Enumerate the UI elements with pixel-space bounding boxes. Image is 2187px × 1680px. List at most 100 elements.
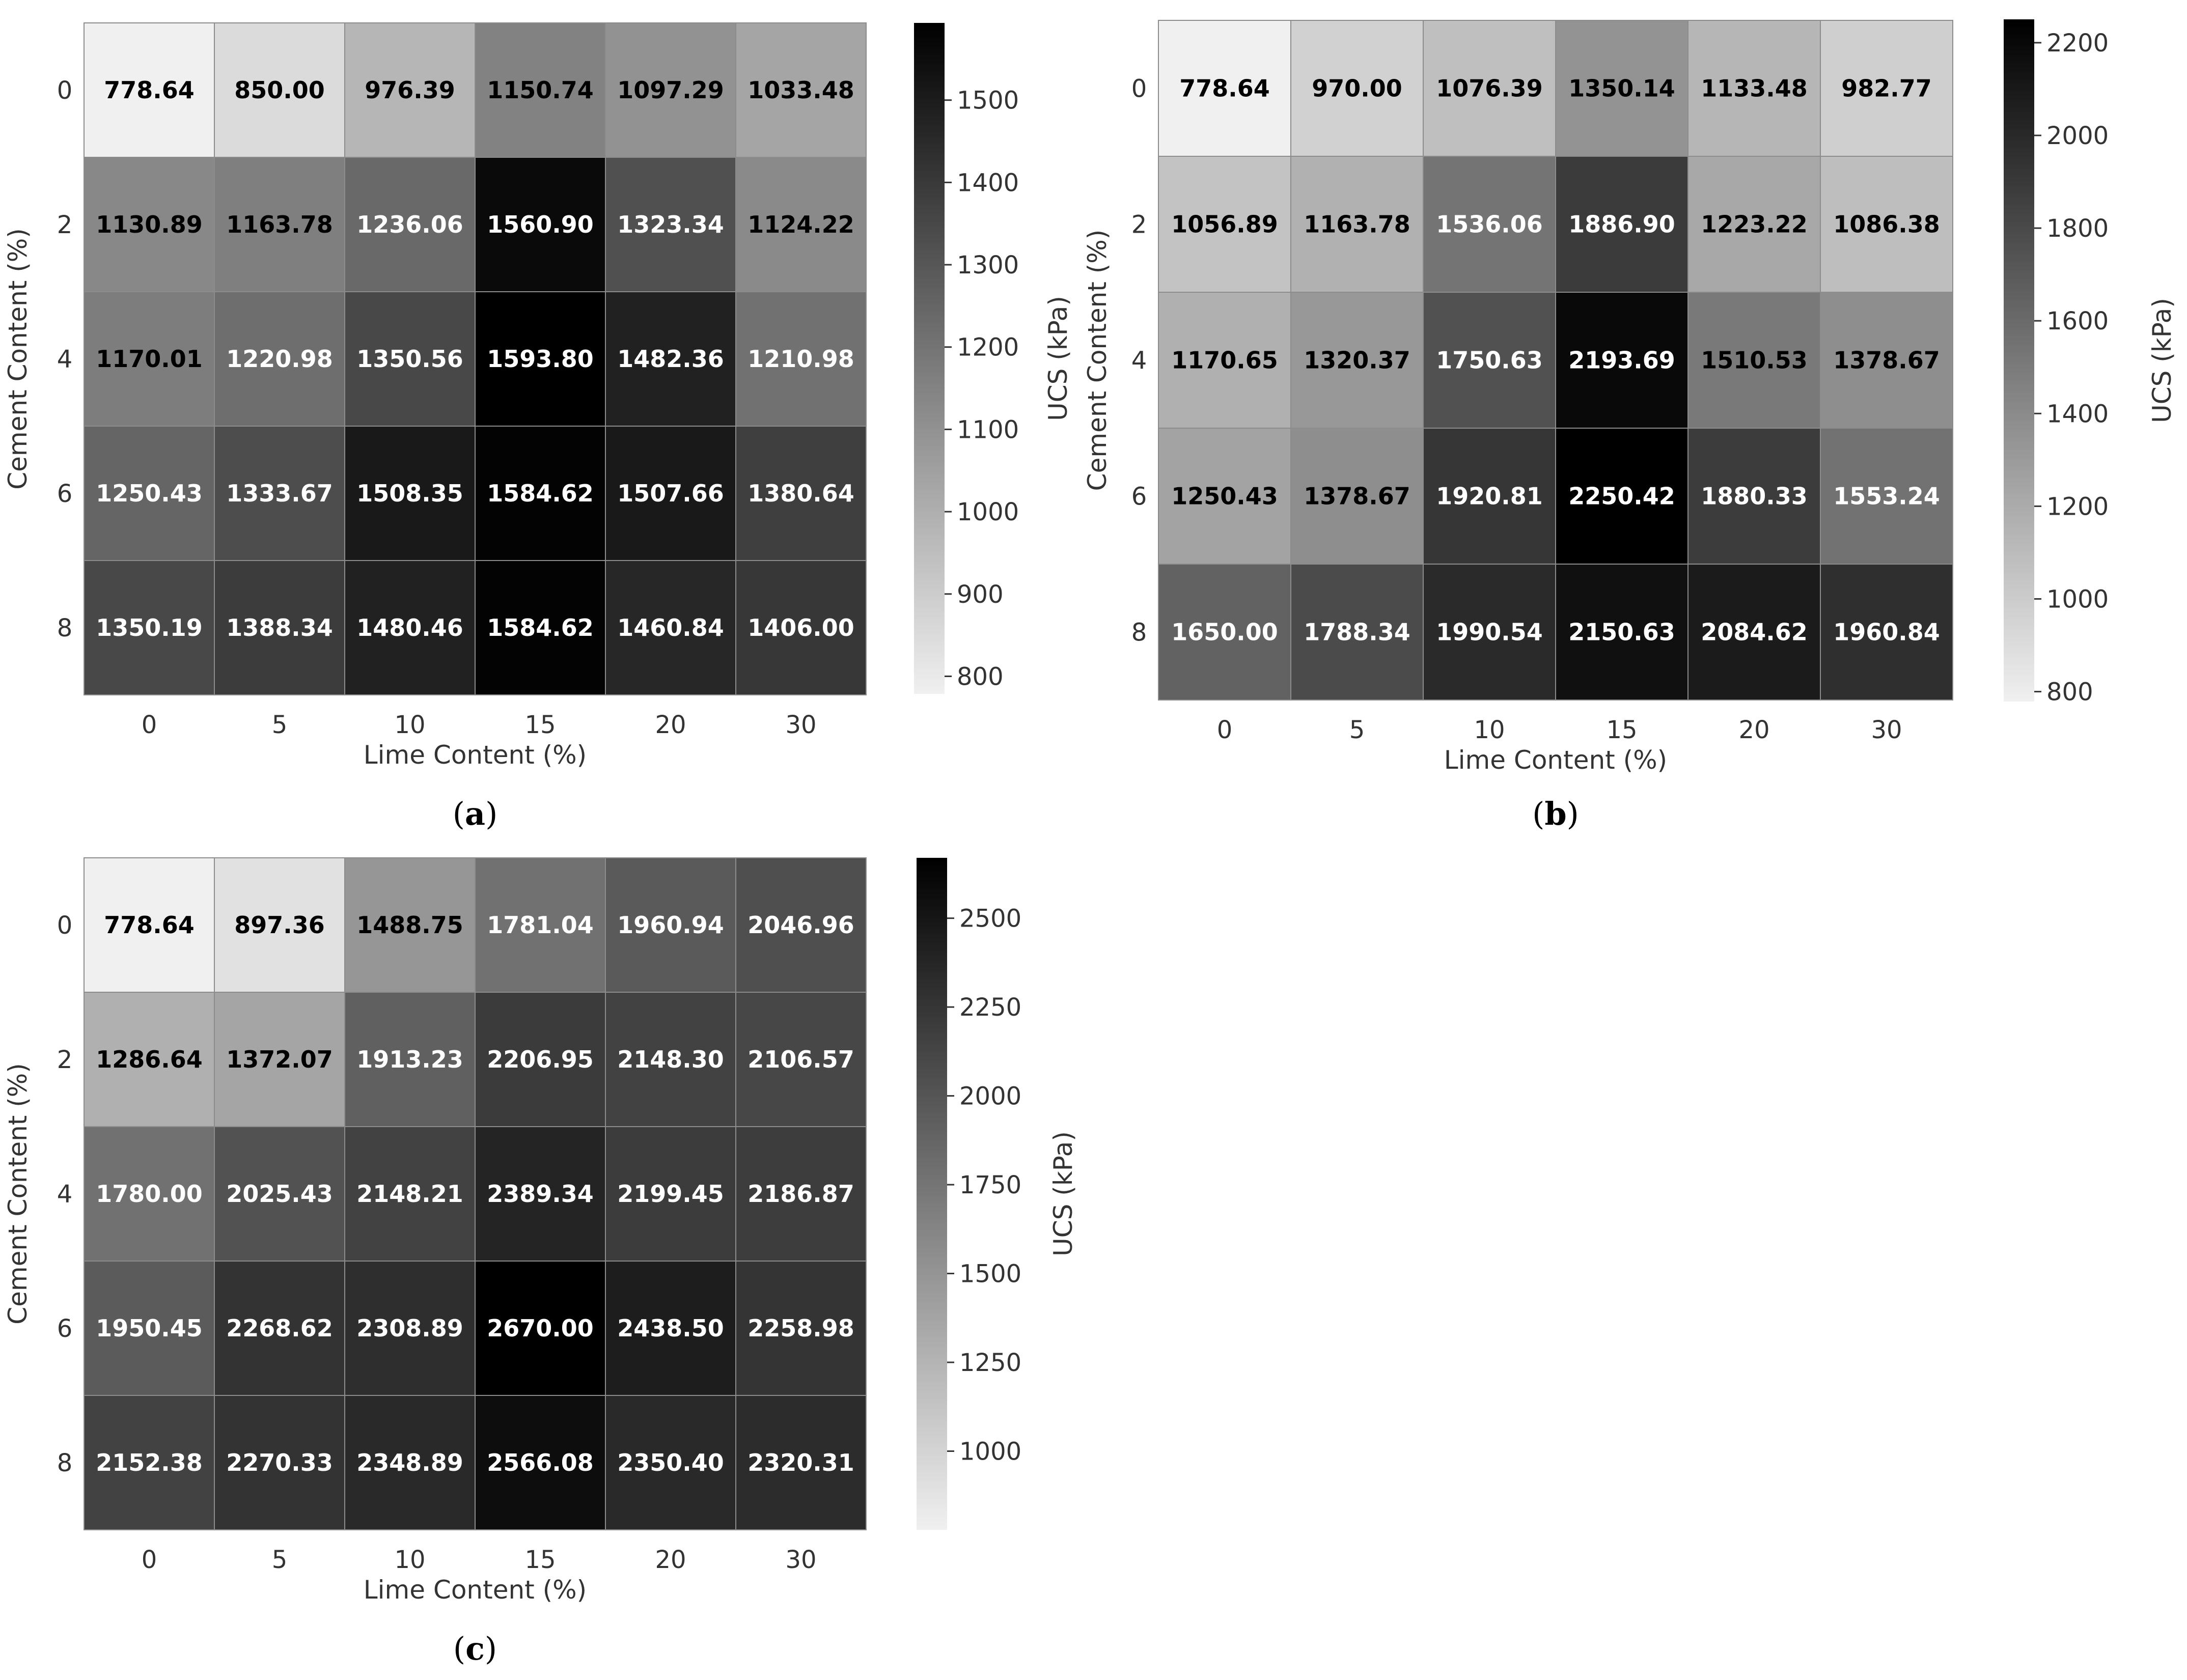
cell-value-label: 970.00 <box>1312 75 1402 102</box>
x-axis-label: Lime Content (%) <box>364 1575 587 1605</box>
cell-value-label: 1560.90 <box>487 211 594 238</box>
x-tick-label: 0 <box>142 1546 157 1574</box>
cell-value-label: 1097.29 <box>617 76 724 104</box>
colorbar-tick-label: 1750 <box>959 1171 1021 1199</box>
colorbar <box>917 858 947 1530</box>
cell-value-label: 1510.53 <box>1701 347 1808 374</box>
cell-value-label: 2350.40 <box>617 1449 724 1476</box>
y-tick-label: 6 <box>1131 483 1147 511</box>
y-tick-label: 2 <box>57 1046 73 1074</box>
heatmap-cell <box>605 560 736 695</box>
panel-label: (c) <box>453 1630 497 1667</box>
heatmap-cell <box>1687 156 1821 293</box>
colorbar-tick-label: 2200 <box>2046 29 2109 58</box>
cell-value-label: 1223.22 <box>1701 211 1808 238</box>
cell-value-label: 1286.64 <box>96 1046 203 1073</box>
heatmap-cell <box>735 1261 867 1396</box>
panel-label-open-paren: ( <box>453 1630 465 1667</box>
x-tick-label: 0 <box>1217 716 1233 744</box>
heatmap-cell <box>735 22 867 158</box>
heatmap-cell <box>344 560 476 695</box>
cell-value-label: 1584.62 <box>487 480 594 507</box>
colorbar-tick-label: 1400 <box>957 169 1019 197</box>
colorbar-tick-label: 900 <box>957 580 1004 609</box>
cell-value-label: 1350.19 <box>96 614 203 641</box>
cell-value-label: 1460.84 <box>617 614 724 641</box>
heatmap-cell <box>1820 20 1953 157</box>
heatmap-cell <box>605 1395 736 1530</box>
y-tick-label: 4 <box>57 1180 73 1209</box>
cell-value-label: 1482.36 <box>617 345 724 373</box>
cell-value-label: 1124.22 <box>748 211 854 238</box>
heatmap-cell <box>344 157 476 292</box>
heatmap-cell <box>475 1395 606 1530</box>
heatmap-cell <box>344 1395 476 1530</box>
heatmap-cell <box>1820 564 1953 701</box>
colorbar-tick-label: 1000 <box>957 498 1019 526</box>
cell-value-label: 2152.38 <box>96 1449 203 1476</box>
colorbar-tick-label: 800 <box>2046 678 2093 707</box>
heatmap-panel-a: 778.64 850.00 976.39 1150.74 1097.29 1033.48 1… <box>3 22 1073 832</box>
cell-value-label: 2148.21 <box>356 1180 463 1208</box>
x-axis-label: Lime Content (%) <box>1444 745 1667 775</box>
heatmap-cell <box>735 992 867 1127</box>
colorbar-tick-label: 1500 <box>957 87 1019 115</box>
cell-value-label: 1133.48 <box>1701 75 1808 102</box>
colorbar-tick-label: 800 <box>957 662 1004 691</box>
colorbar-tick-label: 1000 <box>959 1438 1021 1466</box>
x-axis-label: Lime Content (%) <box>364 740 587 770</box>
heatmap-cell <box>1555 20 1688 157</box>
colorbar-tick-label: 2000 <box>2046 122 2109 150</box>
cell-value-label: 2186.87 <box>748 1180 854 1208</box>
heatmap-cell <box>214 1126 345 1262</box>
cell-value-label: 2670.00 <box>487 1314 594 1342</box>
cell-value-label: 2268.62 <box>226 1314 333 1342</box>
cell-value-label: 1236.06 <box>356 211 463 238</box>
colorbar-tick-label: 1000 <box>2046 585 2109 613</box>
heatmap-cell <box>475 157 606 292</box>
cell-value-label: 1150.74 <box>487 76 594 104</box>
heatmap-cell <box>475 22 606 158</box>
colorbar-tick-label: 1100 <box>957 415 1019 444</box>
cell-value-label: 1406.00 <box>748 614 854 641</box>
panel-label-letter: b <box>1544 795 1566 832</box>
cell-value-label: 982.77 <box>1841 75 1932 102</box>
heatmap-cell <box>475 1126 606 1262</box>
y-tick-label: 0 <box>1131 75 1147 103</box>
heatmap-cell <box>214 992 345 1127</box>
panel-label-open-paren: ( <box>1532 795 1544 832</box>
cell-value-label: 1950.45 <box>96 1314 203 1342</box>
heatmap-cell <box>605 1261 736 1396</box>
cell-value-label: 1250.43 <box>96 480 203 507</box>
cell-value-label: 1086.38 <box>1833 211 1940 238</box>
heatmap-cell <box>605 157 736 292</box>
cell-value-label: 778.64 <box>104 911 195 939</box>
panel-label: (a) <box>453 795 498 832</box>
heatmap-cell <box>605 291 736 427</box>
heatmap-cell <box>344 992 476 1127</box>
panel-label-close-paren: ) <box>1567 795 1579 832</box>
x-tick-label: 0 <box>142 711 157 739</box>
x-tick-label: 20 <box>1738 716 1769 744</box>
heatmap-panel-c: 778.64 897.36 1488.75 1781.04 1960.94 2046.96… <box>3 857 1078 1667</box>
cell-value-label: 2348.89 <box>356 1449 463 1476</box>
x-tick-label: 15 <box>524 1546 556 1574</box>
colorbar-tick-label: 2500 <box>959 905 1021 933</box>
heatmap-cell <box>475 992 606 1127</box>
cell-value-label: 2150.63 <box>1568 619 1675 646</box>
colorbar-tick-label: 1200 <box>2046 492 2109 521</box>
heatmap-cell <box>214 857 345 993</box>
x-tick-label: 5 <box>1349 716 1365 744</box>
heatmap-cell <box>1290 292 1424 429</box>
cell-value-label: 2438.50 <box>617 1314 724 1342</box>
cell-value-label: 1163.78 <box>1304 211 1410 238</box>
heatmap-cell <box>84 857 215 993</box>
cell-value-label: 1960.94 <box>617 911 724 939</box>
cell-value-label: 1593.80 <box>487 345 594 373</box>
x-tick-label: 30 <box>1871 716 1902 744</box>
cell-value-label: 2389.34 <box>487 1180 594 1208</box>
heatmap-cell <box>1290 156 1424 293</box>
x-tick-label: 30 <box>785 711 816 739</box>
